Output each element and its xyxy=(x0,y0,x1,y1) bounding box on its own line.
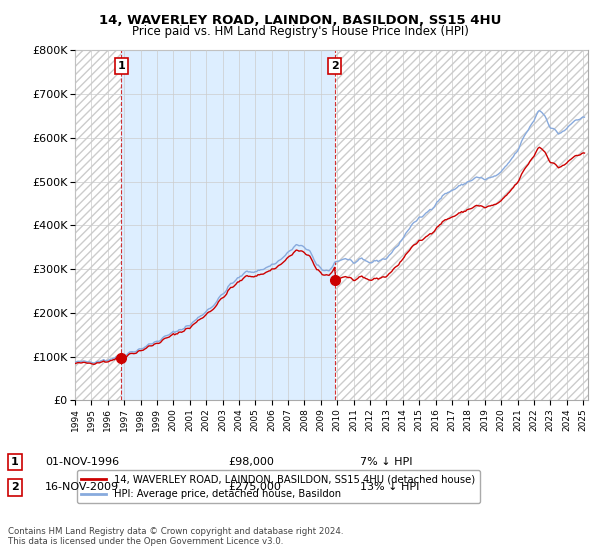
Text: 2: 2 xyxy=(331,61,338,71)
Text: £98,000: £98,000 xyxy=(228,457,274,467)
Text: 14, WAVERLEY ROAD, LAINDON, BASILDON, SS15 4HU: 14, WAVERLEY ROAD, LAINDON, BASILDON, SS… xyxy=(99,14,501,27)
Text: 2: 2 xyxy=(11,482,19,492)
Text: 01-NOV-1996: 01-NOV-1996 xyxy=(45,457,119,467)
Text: £275,000: £275,000 xyxy=(228,482,281,492)
Text: 16-NOV-2009: 16-NOV-2009 xyxy=(45,482,119,492)
Legend: 14, WAVERLEY ROAD, LAINDON, BASILDON, SS15 4HU (detached house), HPI: Average pr: 14, WAVERLEY ROAD, LAINDON, BASILDON, SS… xyxy=(77,470,479,503)
Text: Price paid vs. HM Land Registry's House Price Index (HPI): Price paid vs. HM Land Registry's House … xyxy=(131,25,469,38)
Text: 1: 1 xyxy=(118,61,125,71)
Text: Contains HM Land Registry data © Crown copyright and database right 2024.
This d: Contains HM Land Registry data © Crown c… xyxy=(8,526,343,546)
Text: 13% ↓ HPI: 13% ↓ HPI xyxy=(360,482,419,492)
Text: 1: 1 xyxy=(11,457,19,467)
Bar xyxy=(75,50,121,400)
Bar xyxy=(335,50,588,400)
Text: 7% ↓ HPI: 7% ↓ HPI xyxy=(360,457,413,467)
Bar xyxy=(121,50,335,400)
